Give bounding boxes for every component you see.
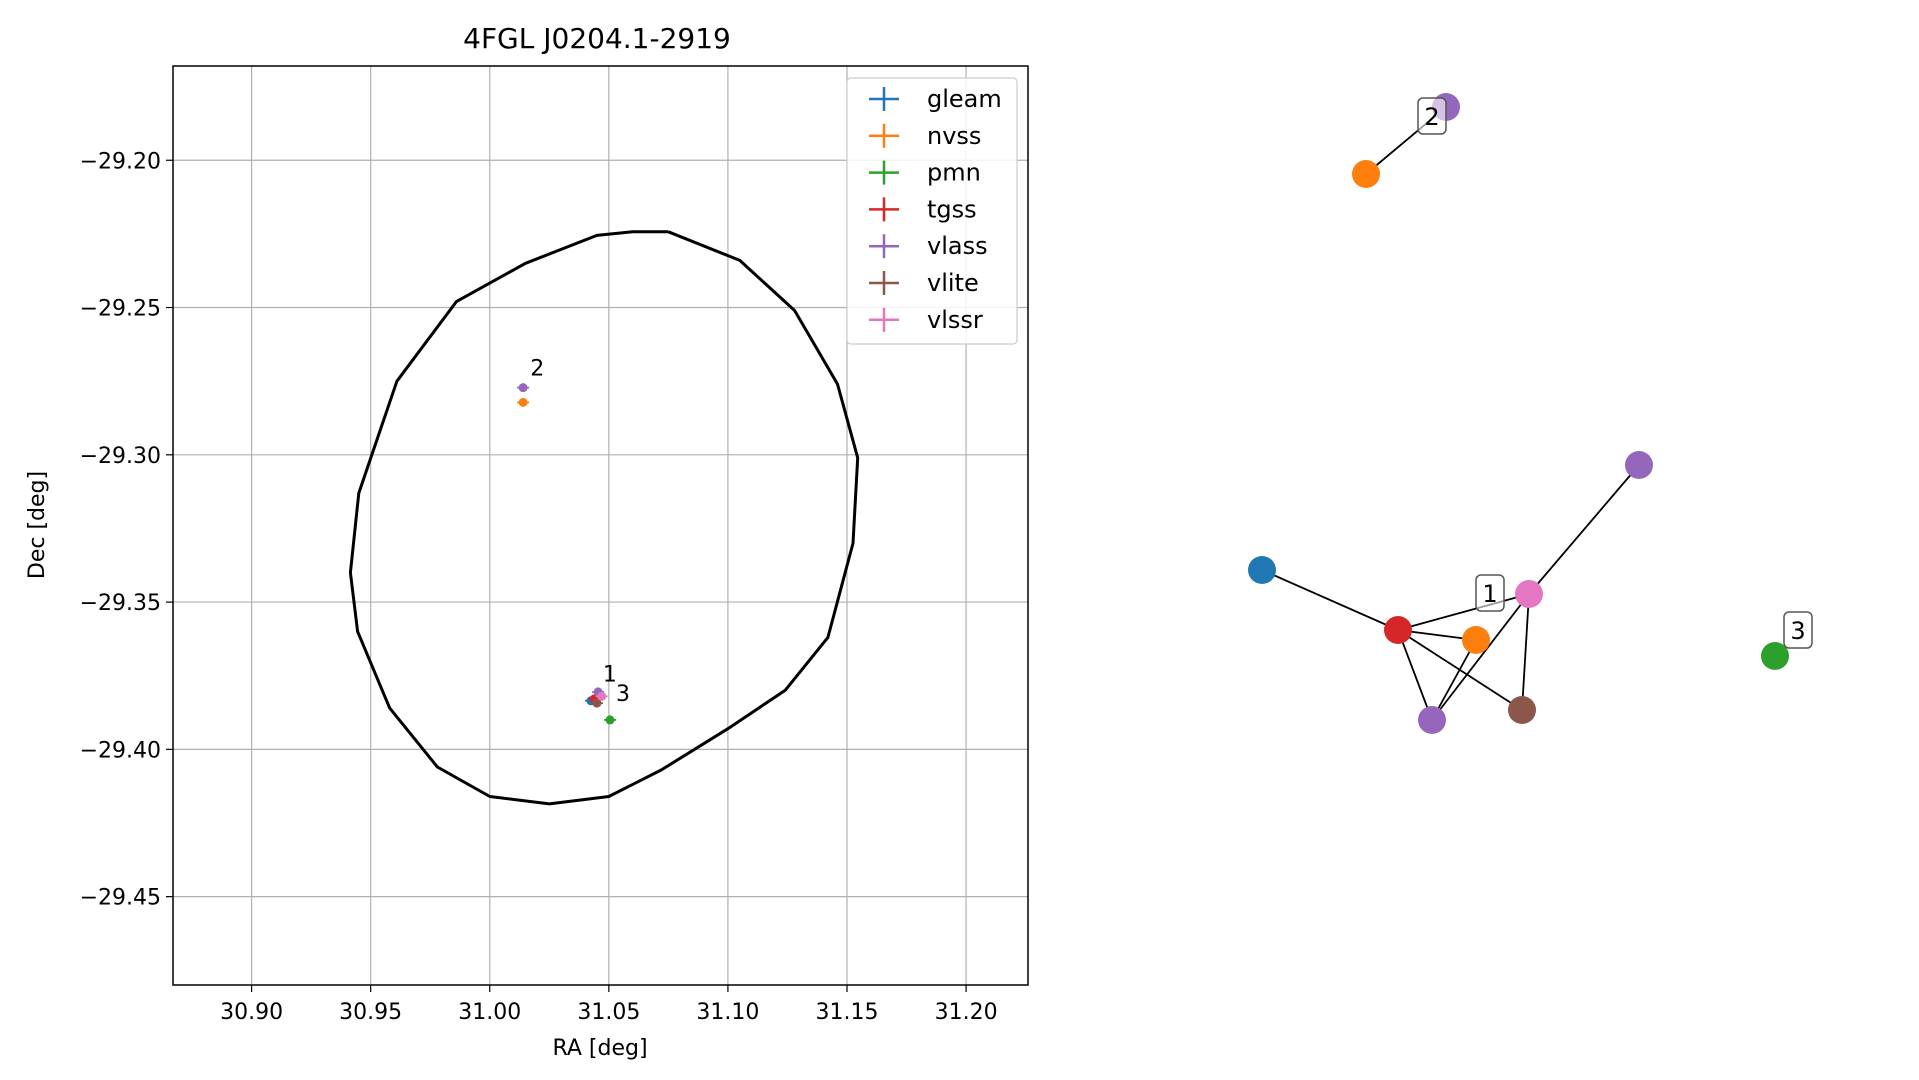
data-points [517, 383, 617, 725]
point-vlssr [597, 691, 607, 701]
network-edge [1521, 593, 1530, 711]
legend-entry-tgss: tgss [869, 195, 977, 223]
network-edges [1261, 106, 1640, 721]
point-annotation: 3 [616, 682, 630, 707]
x-tick-label: 31.00 [458, 1000, 521, 1025]
legend-label: gleam [927, 85, 1002, 113]
y-axis-ticks: −29.20 −29.25 −29.30 −29.35 −29.40 −29.45 [80, 149, 173, 911]
group-label-box [1417, 97, 1447, 135]
network-node-tgss [1384, 616, 1412, 644]
x-axis-ticks: 30.90 30.95 31.00 31.05 31.10 31.15 31.20 [220, 985, 998, 1025]
point-vlite [592, 698, 602, 708]
legend-entry-pmn: pmn [869, 159, 981, 187]
legend-entry-vlssr: vlssr [869, 306, 983, 334]
legend-entry-vlass: vlass [869, 232, 988, 260]
network-node-vlite [1508, 696, 1536, 724]
legend-label: vlssr [927, 306, 983, 334]
x-tick-label: 30.95 [339, 1000, 402, 1025]
y-tick-label: −29.40 [80, 738, 161, 763]
point-annotation: 2 [530, 356, 544, 381]
network-edge [1528, 464, 1640, 595]
network-panel: 2 1 3 [1248, 93, 1813, 734]
y-tick-label: −29.45 [80, 886, 161, 911]
plot-frame [172, 65, 1029, 986]
y-tick-label: −29.20 [80, 149, 161, 174]
legend-label: pmn [927, 159, 981, 187]
x-axis-label: RA [deg] [552, 1036, 647, 1061]
group-label-text: 2 [1424, 103, 1439, 131]
network-node-gleam [1248, 556, 1276, 584]
network-edge [1397, 629, 1433, 721]
group-label: 1 [1475, 574, 1505, 612]
legend-entry-gleam: gleam [869, 85, 1002, 113]
y-tick-label: −29.30 [80, 444, 161, 469]
group-label-box [1783, 611, 1813, 649]
legend-box [846, 77, 1018, 345]
network-edge [1261, 569, 1399, 631]
uncertainty-ellipse [348, 230, 860, 806]
scatter-panel: 4FGL J0204.1-2919 2 13 30.90 30.95 31.00 31.… [25, 22, 1029, 1061]
group-label: 3 [1783, 611, 1813, 649]
network-node-vlass_c [1418, 706, 1446, 734]
legend-label: nvss [927, 122, 981, 150]
network-node-vlass_b [1625, 451, 1653, 479]
legend: gleam nvss pmn tgss vlass vlite vlssr [846, 77, 1018, 345]
group-label-box [1475, 574, 1505, 612]
legend-label: vlite [927, 269, 979, 297]
point-vlass [518, 383, 528, 393]
x-tick-label: 31.05 [577, 1000, 640, 1025]
x-tick-label: 31.15 [816, 1000, 879, 1025]
legend-label: tgss [927, 195, 977, 223]
x-tick-label: 31.10 [696, 1000, 759, 1025]
network-node-nvss_a [1352, 160, 1380, 188]
legend-entry-nvss: nvss [869, 122, 981, 150]
network-node-nvss_b [1462, 626, 1490, 654]
point-annotation: 1 [603, 663, 617, 688]
point-annotations: 2 13 [530, 356, 630, 706]
x-tick-label: 30.90 [220, 1000, 283, 1025]
uncertainty-ellipse-layer [348, 230, 860, 806]
chart-title: 4FGL J0204.1-2919 [463, 22, 731, 55]
x-tick-label: 31.20 [935, 1000, 998, 1025]
group-label: 2 [1417, 97, 1447, 135]
group-label-text: 3 [1790, 617, 1805, 645]
group-label-text: 1 [1482, 580, 1497, 608]
point-nvss [518, 397, 528, 407]
legend-entry-vlite: vlite [869, 269, 979, 297]
network-edge [1431, 593, 1530, 721]
point-pmn [605, 715, 615, 725]
y-tick-label: −29.35 [80, 591, 161, 616]
legend-label: vlass [927, 232, 988, 260]
network-node-vlssr [1515, 580, 1543, 608]
network-group-labels: 2 1 3 [1417, 97, 1813, 649]
y-axis-label: Dec [deg] [25, 471, 50, 579]
network-node-pmn [1761, 642, 1789, 670]
network-edge [1431, 639, 1477, 721]
y-tick-label: −29.25 [80, 297, 161, 322]
network-nodes [1248, 93, 1789, 734]
network-edge [1397, 593, 1530, 631]
